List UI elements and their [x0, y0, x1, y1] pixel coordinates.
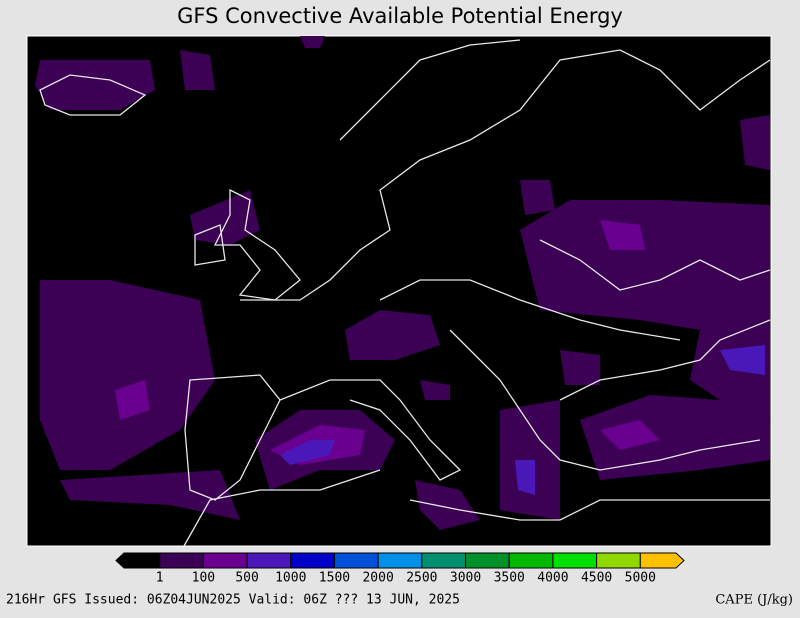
colorbar-swatch: [115, 552, 161, 569]
cape-areas: [35, 36, 770, 530]
colorbar: 1 100 500 1000 1500 2000 2500 3000 3500 4000 4500 5…: [115, 552, 685, 586]
colorbar-swatch: [159, 552, 204, 569]
colorbar-label: 4000: [537, 571, 568, 586]
colorbar-label: 5000: [625, 571, 656, 586]
map: [26, 35, 772, 547]
colorbar-label: 3500: [494, 571, 525, 586]
coastlines: [39, 39, 771, 547]
colorbar-swatch: [377, 552, 423, 569]
colorbar-label: 2000: [362, 571, 393, 586]
colorbar-label: 1500: [319, 571, 350, 586]
colorbar-label: 1000: [275, 571, 306, 586]
footer-right: CAPE (J/kg): [715, 593, 793, 608]
colorbar-swatch: [246, 552, 292, 569]
colorbar-label: 2500: [406, 571, 437, 586]
colorbar-swatch: [202, 552, 248, 569]
colorbar-label: 4500: [581, 571, 612, 586]
colorbar-swatch: [508, 552, 554, 569]
colorbar-swatch: [421, 552, 467, 569]
title: GFS Convective Available Potential Energ…: [177, 4, 623, 28]
colorbar-label: 1: [156, 571, 164, 586]
colorbar-swatch: [552, 552, 598, 569]
colorbar-label: 3000: [450, 571, 481, 586]
colorbar-swatch: [465, 552, 510, 569]
colorbar-label: 500: [235, 571, 258, 586]
colorbar-swatch: [596, 552, 641, 569]
colorbar-swatch: [639, 552, 685, 569]
colorbar-swatch: [333, 552, 379, 569]
footer-left: 216Hr GFS Issued: 06Z04JUN2025 Valid: 06…: [6, 593, 460, 608]
colorbar-swatch: [290, 552, 335, 569]
colorbar-label: 100: [192, 571, 215, 586]
